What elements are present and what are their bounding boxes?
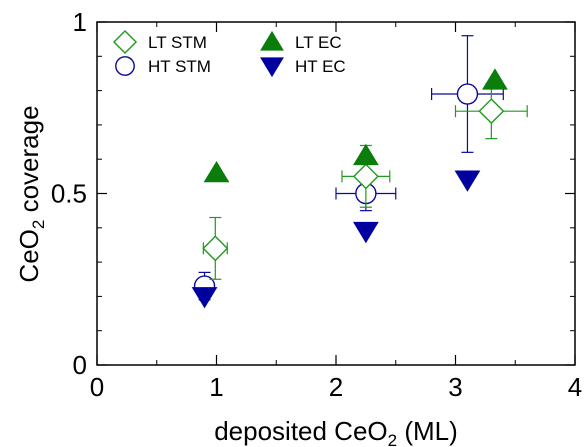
data-point-lt-ec (482, 68, 508, 90)
legend-item-lt-ec: LT EC (260, 30, 342, 52)
axis-ticks (96, 21, 576, 366)
data-point-lt-ec (203, 160, 230, 183)
y-tick-label: 0.5 (51, 179, 87, 209)
series-lt-ec (203, 68, 508, 183)
y-axis-title-rest: coverage (14, 105, 44, 219)
data-point-lt-stm (478, 98, 505, 125)
x-axis-title-main: deposited CeO (214, 416, 387, 446)
data-point-ht-ec (352, 221, 379, 244)
x-tick-label: 1 (209, 372, 223, 402)
y-axis-title: CeO2 coverage (14, 105, 48, 282)
legend-marker-ht-stm (115, 56, 135, 76)
legend-marker-lt-stm (112, 29, 138, 55)
legend-marker-lt-ec (260, 30, 284, 51)
legend-label-lt-ec: LT EC (295, 33, 342, 52)
series-ht-stm (193, 35, 504, 301)
y-tick-label: 1 (73, 7, 87, 37)
x-tick-label: 4 (568, 372, 582, 402)
y-axis-title-subscript: 2 (29, 220, 48, 229)
x-axis-title-subscript: 2 (388, 431, 397, 447)
data-point-lt-stm (352, 163, 379, 190)
legend-item-lt-stm: LT STM (112, 29, 207, 55)
legend: LT STM HT STM LT EC HT EC (112, 29, 346, 78)
y-axis-title-main: CeO (14, 229, 44, 282)
legend-label-lt-stm: LT STM (148, 33, 207, 52)
data-point-lt-stm (202, 235, 229, 262)
legend-label-ht-stm: HT STM (148, 57, 211, 76)
series-ht-ec (191, 170, 481, 309)
legend-item-ht-stm: HT STM (115, 56, 211, 76)
x-tick-label: 0 (90, 372, 104, 402)
data-marks (191, 35, 528, 309)
y-tick-label: 0 (73, 350, 87, 380)
legend-label-ht-ec: HT EC (295, 57, 346, 76)
data-point-ht-stm (456, 83, 479, 105)
x-axis-title-unit: (ML) (397, 416, 458, 446)
legend-marker-ht-ec (260, 57, 284, 78)
legend-item-ht-ec: HT EC (260, 57, 346, 78)
axis-tick-labels: 0 1 2 3 4 0 0.5 1 (51, 7, 582, 402)
data-point-ht-ec (454, 170, 481, 192)
x-tick-label: 2 (329, 372, 343, 402)
data-point-ht-ec (191, 287, 218, 309)
x-axis-title: deposited CeO2 (ML) (214, 416, 458, 447)
x-tick-label: 3 (448, 372, 462, 402)
series-lt-stm (202, 83, 528, 280)
data-point-lt-ec (352, 143, 379, 166)
